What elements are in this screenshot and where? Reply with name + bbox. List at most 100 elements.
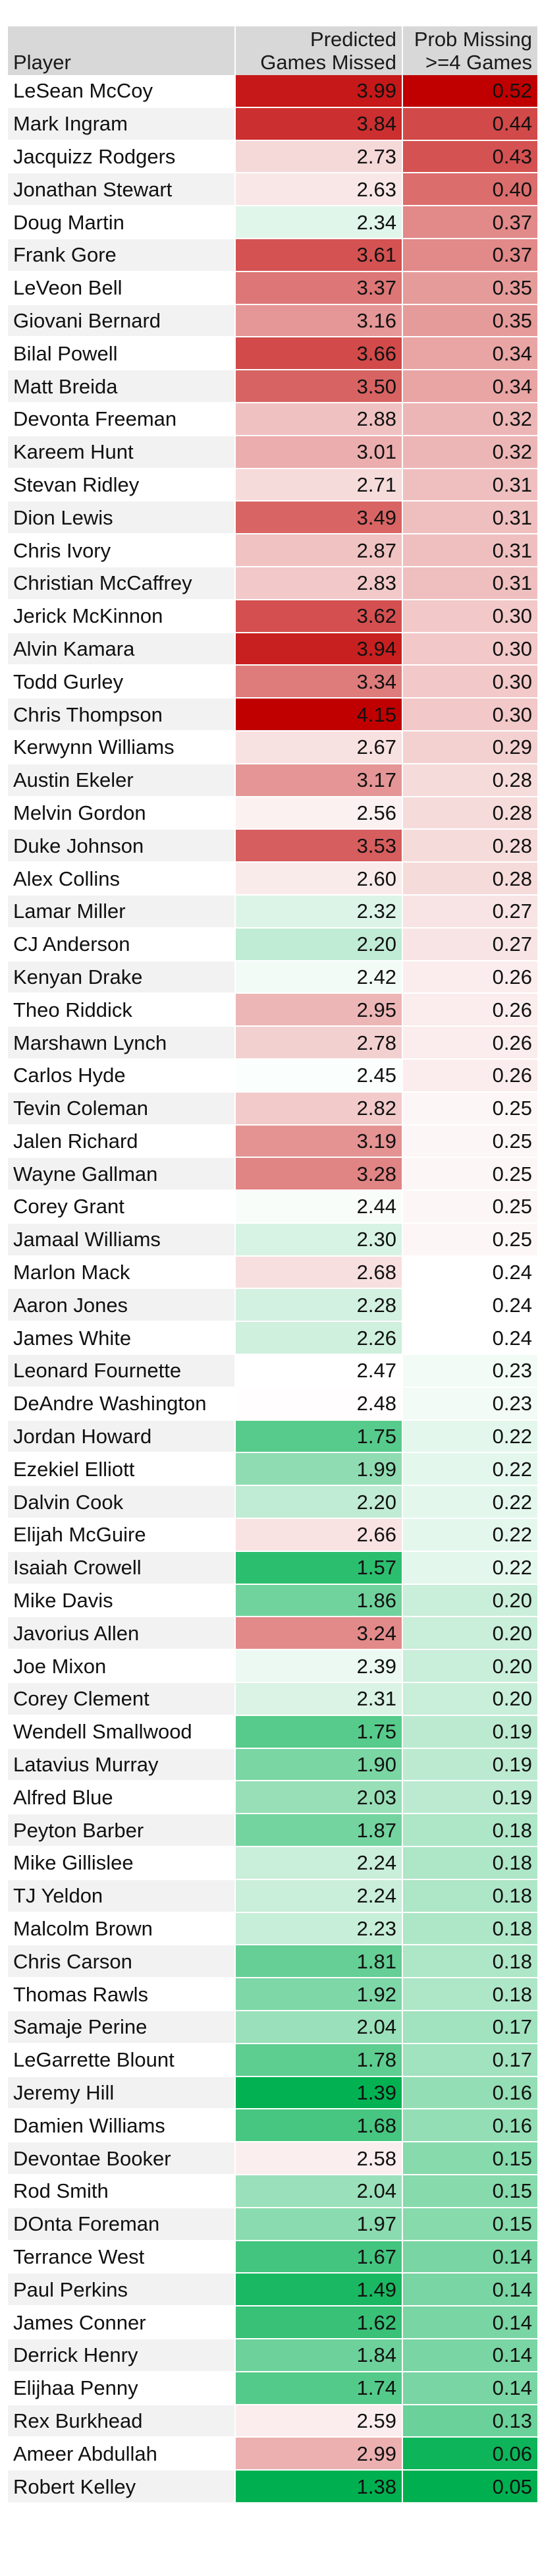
- prob-missing-cell[interactable]: 0.17: [402, 2011, 537, 2044]
- predicted-games-cell[interactable]: 2.03: [235, 1781, 403, 1815]
- prob-missing-cell[interactable]: 0.23: [402, 1354, 537, 1388]
- predicted-games-cell[interactable]: 1.97: [235, 2207, 403, 2241]
- predicted-games-cell[interactable]: 3.01: [235, 435, 403, 469]
- predicted-games-cell[interactable]: 2.56: [235, 796, 403, 830]
- player-name-cell[interactable]: Joe Mixon: [8, 1649, 236, 1684]
- predicted-games-cell[interactable]: 2.20: [235, 1485, 403, 1520]
- prob-missing-cell[interactable]: 0.25: [402, 1091, 537, 1126]
- predicted-games-cell[interactable]: 2.67: [235, 730, 403, 764]
- prob-missing-cell[interactable]: 0.19: [402, 1715, 537, 1749]
- prob-missing-cell[interactable]: 0.25: [402, 1190, 537, 1224]
- predicted-games-cell[interactable]: 1.38: [235, 2470, 403, 2504]
- player-name-cell[interactable]: Todd Gurley: [8, 665, 236, 699]
- predicted-games-cell[interactable]: 1.86: [235, 1584, 403, 1618]
- predicted-games-cell[interactable]: 2.95: [235, 993, 403, 1027]
- prob-missing-cell[interactable]: 0.19: [402, 1781, 537, 1815]
- predicted-games-cell[interactable]: 2.42: [235, 960, 403, 994]
- prob-missing-cell[interactable]: 0.20: [402, 1682, 537, 1716]
- prob-missing-cell[interactable]: 0.28: [402, 829, 537, 863]
- prob-missing-cell[interactable]: 0.30: [402, 665, 537, 699]
- player-name-cell[interactable]: Mark Ingram: [8, 107, 236, 141]
- predicted-games-cell[interactable]: 3.66: [235, 337, 403, 371]
- player-name-cell[interactable]: Dion Lewis: [8, 501, 236, 535]
- player-name-cell[interactable]: Isaiah Crowell: [8, 1551, 236, 1585]
- player-name-cell[interactable]: CJ Anderson: [8, 927, 236, 961]
- prob-missing-cell[interactable]: 0.22: [402, 1419, 537, 1454]
- predicted-games-cell[interactable]: 2.30: [235, 1222, 403, 1257]
- predicted-games-cell[interactable]: 2.24: [235, 1846, 403, 1880]
- prob-missing-cell[interactable]: 0.06: [402, 2437, 537, 2471]
- predicted-games-cell[interactable]: 1.62: [235, 2306, 403, 2339]
- prob-missing-cell[interactable]: 0.30: [402, 599, 537, 633]
- predicted-games-cell[interactable]: 3.17: [235, 763, 403, 797]
- player-column-header[interactable]: Player: [8, 26, 236, 75]
- player-name-cell[interactable]: Elijah McGuire: [8, 1518, 236, 1552]
- predicted-games-cell[interactable]: 2.26: [235, 1321, 403, 1356]
- player-name-cell[interactable]: Wendell Smallwood: [8, 1715, 236, 1749]
- player-name-cell[interactable]: Terrance West: [8, 2240, 236, 2274]
- prob-missing-cell[interactable]: 0.29: [402, 730, 537, 764]
- player-name-cell[interactable]: Ameer Abdullah: [8, 2437, 236, 2471]
- prob-missing-cell[interactable]: 0.27: [402, 894, 537, 929]
- player-name-cell[interactable]: Corey Clement: [8, 1682, 236, 1716]
- predicted-games-cell[interactable]: 2.31: [235, 1682, 403, 1716]
- player-name-cell[interactable]: Melvin Gordon: [8, 796, 236, 830]
- predicted-games-cell[interactable]: 2.87: [235, 534, 403, 567]
- prob-missing-cell[interactable]: 0.15: [402, 2142, 537, 2175]
- player-name-cell[interactable]: Elijhaa Penny: [8, 2371, 236, 2405]
- player-name-cell[interactable]: Marshawn Lynch: [8, 1026, 236, 1060]
- predicted-games-cell[interactable]: 3.37: [235, 271, 403, 305]
- player-name-cell[interactable]: Devonta Freeman: [8, 402, 236, 436]
- player-name-cell[interactable]: TJ Yeldon: [8, 1879, 236, 1913]
- prob-missing-cell[interactable]: 0.34: [402, 337, 537, 371]
- predicted-games-cell[interactable]: 1.84: [235, 2338, 403, 2372]
- prob-missing-cell[interactable]: 0.20: [402, 1584, 537, 1618]
- prob-missing-cell[interactable]: 0.27: [402, 927, 537, 961]
- player-name-cell[interactable]: LeGarrette Blount: [8, 2043, 236, 2077]
- predicted-games-cell[interactable]: 1.99: [235, 1452, 403, 1487]
- prob-missing-cell[interactable]: 0.40: [402, 173, 537, 207]
- player-name-cell[interactable]: Wayne Gallman: [8, 1157, 236, 1191]
- predicted-games-cell[interactable]: 2.45: [235, 1058, 403, 1093]
- prob-missing-cell[interactable]: 0.14: [402, 2338, 537, 2372]
- player-name-cell[interactable]: LeVeon Bell: [8, 271, 236, 305]
- predicted-games-cell[interactable]: 2.44: [235, 1190, 403, 1224]
- player-name-cell[interactable]: Jamaal Williams: [8, 1222, 236, 1257]
- player-name-cell[interactable]: Samaje Perine: [8, 2011, 236, 2044]
- predicted-games-cell[interactable]: 3.50: [235, 370, 403, 403]
- player-name-cell[interactable]: Marlon Mack: [8, 1255, 236, 1290]
- prob-missing-cell[interactable]: 0.16: [402, 2076, 537, 2110]
- predicted-games-cell[interactable]: 2.47: [235, 1354, 403, 1388]
- predicted-games-cell[interactable]: 2.39: [235, 1649, 403, 1684]
- prob-missing-cell[interactable]: 0.18: [402, 1945, 537, 1979]
- predicted-games-cell[interactable]: 2.48: [235, 1387, 403, 1421]
- predicted-games-cell[interactable]: 3.84: [235, 107, 403, 141]
- prob-missing-cell[interactable]: 0.16: [402, 2109, 537, 2143]
- predicted-games-cell[interactable]: 1.57: [235, 1551, 403, 1585]
- predicted-games-cell[interactable]: 1.81: [235, 1945, 403, 1979]
- player-name-cell[interactable]: Carlos Hyde: [8, 1058, 236, 1093]
- player-name-cell[interactable]: Bilal Powell: [8, 337, 236, 371]
- player-name-cell[interactable]: DeAndre Washington: [8, 1387, 236, 1421]
- prob-missing-cell[interactable]: 0.31: [402, 566, 537, 600]
- prob-missing-cell[interactable]: 0.37: [402, 206, 537, 239]
- player-name-cell[interactable]: LeSean McCoy: [8, 75, 236, 108]
- prob-missing-cell[interactable]: 0.05: [402, 2470, 537, 2504]
- predicted-games-cell[interactable]: 1.92: [235, 1978, 403, 2012]
- player-name-cell[interactable]: Jeremy Hill: [8, 2076, 236, 2110]
- predicted-games-cell[interactable]: 1.68: [235, 2109, 403, 2143]
- prob-missing-cell[interactable]: 0.18: [402, 1879, 537, 1913]
- prob-missing-cell[interactable]: 0.26: [402, 1058, 537, 1093]
- player-name-cell[interactable]: DOnta Foreman: [8, 2207, 236, 2241]
- prob-missing-cell[interactable]: 0.14: [402, 2240, 537, 2274]
- predicted-games-cell[interactable]: 2.60: [235, 862, 403, 896]
- player-name-cell[interactable]: Austin Ekeler: [8, 763, 236, 797]
- prob-missing-cell[interactable]: 0.31: [402, 501, 537, 535]
- player-name-cell[interactable]: Lamar Miller: [8, 894, 236, 929]
- prob-missing-cell[interactable]: 0.26: [402, 960, 537, 994]
- player-name-cell[interactable]: Paul Perkins: [8, 2273, 236, 2307]
- predicted-games-cell[interactable]: 2.99: [235, 2437, 403, 2471]
- prob-missing-cell[interactable]: 0.15: [402, 2207, 537, 2241]
- predicted-games-cell[interactable]: 1.67: [235, 2240, 403, 2274]
- prob-missing-cell[interactable]: 0.32: [402, 435, 537, 469]
